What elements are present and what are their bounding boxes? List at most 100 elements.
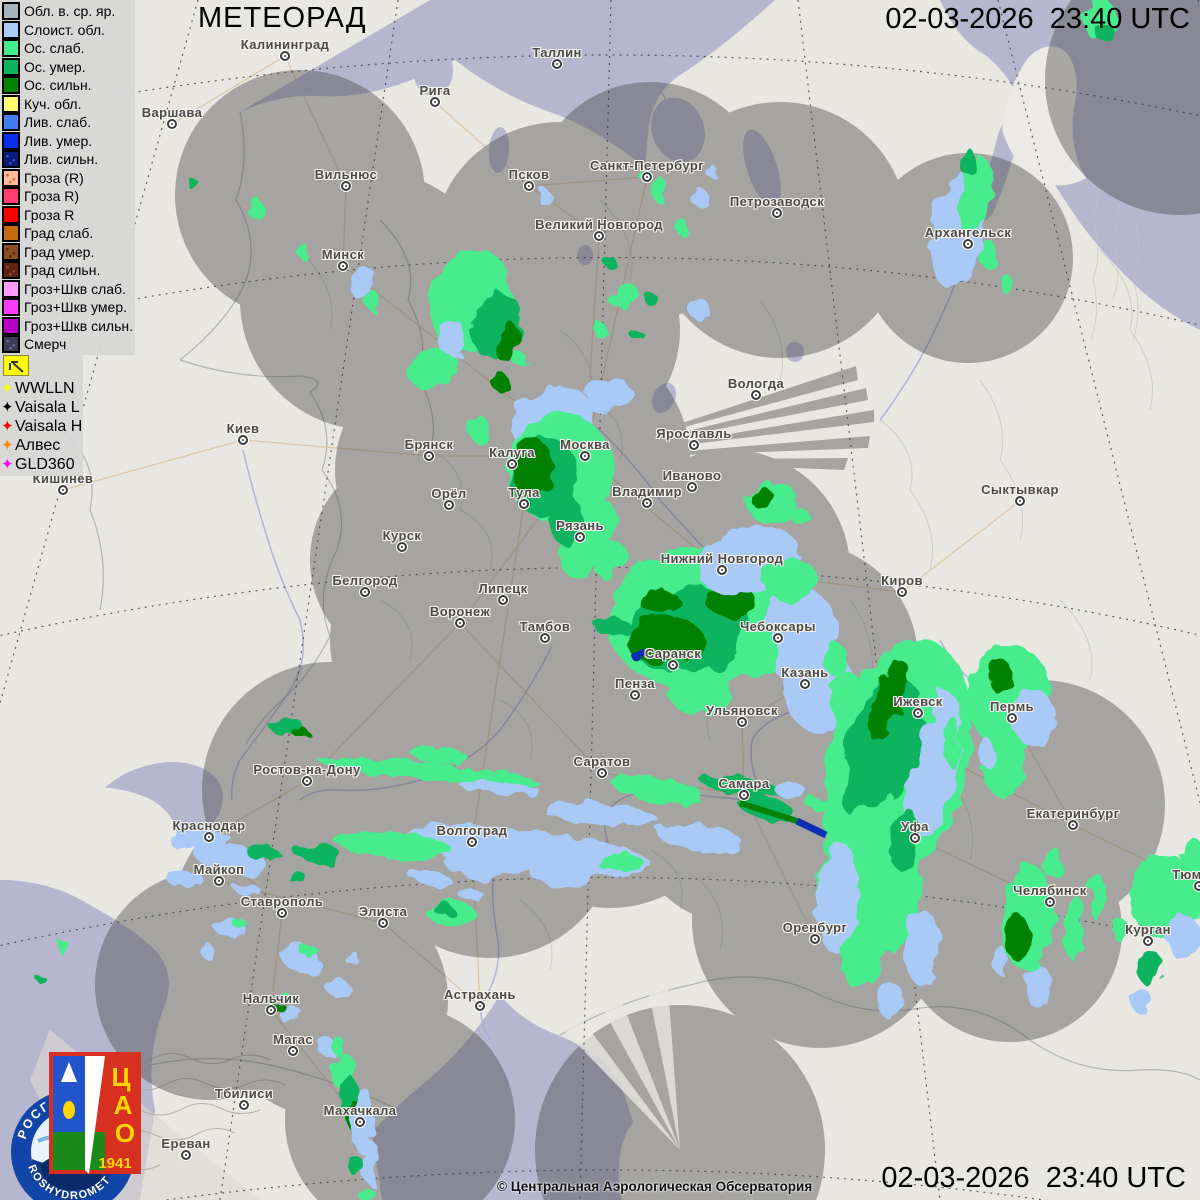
precipitation-cell — [844, 761, 872, 815]
precipitation-cell — [640, 590, 680, 614]
city-label: Белгород — [332, 573, 398, 588]
legend-label: Гроза (R) — [24, 169, 84, 186]
precipitation-cell — [1091, 874, 1105, 922]
precipitation-cell — [594, 617, 630, 635]
precipitation-cell — [596, 854, 644, 870]
coastline-kaliningrad — [240, 0, 455, 112]
legend-color-swatch — [2, 205, 20, 224]
city-marker-icon — [498, 595, 508, 605]
lightning-star-icon: ✦ — [1, 436, 14, 454]
city-label: Псков — [508, 167, 550, 182]
radar-coverage-circle — [330, 520, 570, 760]
coastline-baltic — [430, 0, 775, 168]
precipitation-cell — [630, 652, 650, 660]
precipitation-cell — [668, 670, 732, 714]
crimea-peninsula — [55, 787, 178, 898]
city-marker-icon — [58, 485, 68, 495]
lightning-source-label: Vaisala H — [15, 417, 83, 435]
precipitation-cell — [1025, 964, 1051, 1008]
city-marker-icon — [1007, 713, 1017, 723]
legend-label: Град слаб. — [24, 225, 94, 242]
precipitation-cell — [932, 244, 948, 276]
city-label: Челябинск — [1013, 883, 1087, 898]
legend-item: Гроз+Шкв слаб. — [2, 279, 135, 299]
precipitation-cell — [824, 644, 848, 676]
copyright-note: © Центральная Аэрологическая Обсерватори… — [497, 1179, 813, 1194]
precipitation-cell — [334, 830, 450, 858]
city-label: Орёл — [431, 486, 467, 501]
blocked-beam-wedge — [546, 998, 680, 1150]
city-label: Ставрополь — [240, 894, 324, 909]
precipitation-cell — [512, 438, 552, 498]
precipitation-cell — [686, 299, 710, 317]
precipitation-cell — [1063, 895, 1085, 961]
city-marker-icon — [739, 790, 749, 800]
legend-item: Град слаб. — [2, 224, 135, 243]
precipitation-cell — [231, 917, 245, 927]
city-label: Великий Новгород — [535, 217, 663, 232]
coastline-caspian — [372, 995, 633, 1200]
legend-color-swatch — [2, 39, 20, 58]
legend-label: Гроза R — [24, 206, 75, 223]
city-label: Курган — [1125, 922, 1171, 937]
lightning-source-label: WWLLN — [15, 379, 75, 397]
city-label: Липецк — [478, 581, 528, 596]
city-label: Чебоксары — [740, 619, 816, 634]
precipitation-cell — [59, 940, 69, 956]
city-label: Рязань — [556, 518, 604, 533]
legend-item: Гроза R) — [2, 187, 135, 206]
legend-color-swatch — [2, 150, 20, 169]
lake-ladoga — [651, 97, 705, 163]
city-marker-icon — [963, 239, 973, 249]
precipitation-cell — [958, 158, 994, 234]
city-label: Нальчик — [242, 991, 300, 1006]
city-label: Майкоп — [193, 862, 245, 877]
blocked-beam-wedge — [598, 992, 680, 1150]
city-label: Брянск — [404, 437, 454, 452]
city-label: Саратов — [573, 754, 631, 769]
precipitation-cell — [979, 240, 997, 268]
precipitation-cell — [806, 798, 834, 810]
lightning-source-label: GLD360 — [15, 455, 75, 473]
legend-item: Град умер. — [2, 242, 135, 262]
radar-beam-ray — [602, 410, 874, 455]
precipitation-cell — [277, 1007, 303, 1021]
precipitation-layer — [36, 0, 1200, 1200]
timestamp-top: 02-03-2026 23:40 UTC — [885, 3, 1190, 35]
precipitation-cell — [289, 873, 307, 883]
legend-item: Гроза R — [2, 205, 135, 225]
city-marker-icon — [580, 451, 590, 461]
city-marker-icon — [642, 172, 652, 182]
city-marker-icon — [341, 181, 351, 191]
precipitation-cell — [294, 844, 342, 864]
city-label: Тюмень — [1172, 867, 1200, 882]
legend-label: Гроз+Шкв сильн. — [24, 317, 133, 334]
city-label: Ереван — [161, 1136, 211, 1151]
city-label: Оренбург — [782, 920, 848, 935]
city-label: Владимир — [612, 484, 682, 499]
legend-item: Ос. сильн. — [2, 76, 135, 95]
city-label: Махачкала — [323, 1103, 397, 1118]
precipitation-cell — [301, 946, 319, 958]
legend-color-swatch — [2, 131, 20, 150]
city-marker-icon — [266, 1005, 276, 1015]
precipitation-cell — [512, 354, 528, 366]
city-marker-icon — [540, 633, 550, 643]
lightning-source-rows: ✦ WWLLN ✦ Vaisala L ✦ Vaisala H ✦ Алвес ✦ GLD360 — [1, 379, 83, 474]
precipitation-cell — [868, 660, 908, 740]
city-label: Ярославль — [656, 426, 732, 441]
precipitation-cell — [944, 716, 960, 768]
city-marker-icon — [594, 231, 604, 241]
legend-color-swatch — [2, 316, 20, 335]
legend-color-swatch — [2, 94, 20, 113]
legend-label: Обл. в. ср. яр. — [24, 3, 116, 20]
legend-item: Гроза (R) — [2, 168, 135, 188]
precipitation-cell — [460, 781, 540, 795]
city-marker-icon — [1068, 820, 1078, 830]
precipitation-cell — [1007, 914, 1029, 962]
precipitation-cell — [608, 293, 628, 307]
precipitation-cell — [989, 658, 1011, 694]
legend-color-swatch — [2, 113, 20, 132]
legend-label: Слоист. обл. — [24, 21, 105, 38]
